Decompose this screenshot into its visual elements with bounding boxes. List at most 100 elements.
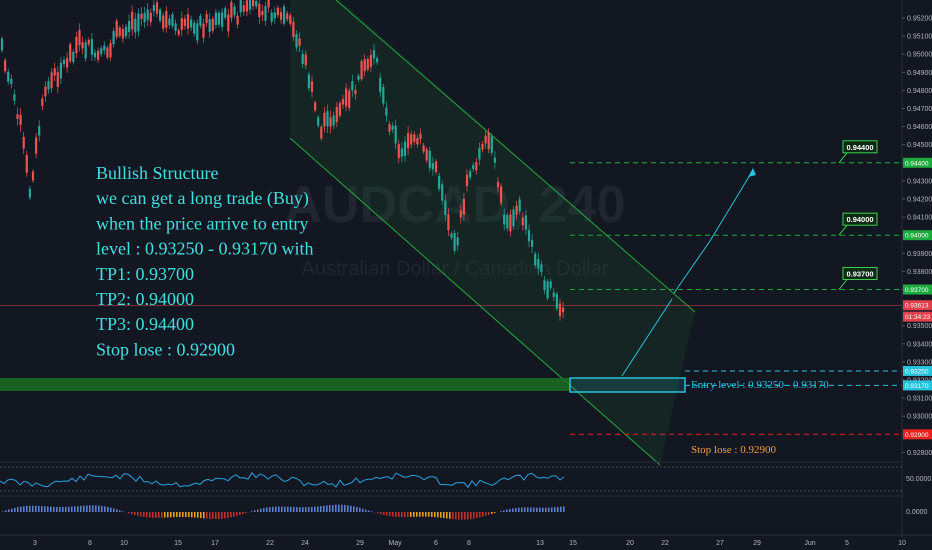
histogram-bar xyxy=(242,512,244,515)
annotation-line: TP3: 0.94400 xyxy=(96,314,194,334)
histogram-bar xyxy=(317,506,319,512)
histogram-bar xyxy=(530,507,532,512)
candle-body xyxy=(438,175,441,189)
price-tag xyxy=(903,157,932,168)
price-tick-label: 0.94100 xyxy=(907,215,932,222)
candle-body xyxy=(41,98,44,106)
histogram-bar xyxy=(101,505,103,512)
histogram-bar xyxy=(305,507,307,512)
price-tick-label: 0.93800 xyxy=(907,269,932,276)
price-tag-label: 0.93250 xyxy=(905,368,929,375)
histogram-bar xyxy=(98,505,100,512)
candle-body xyxy=(490,136,493,153)
candle-body xyxy=(524,215,527,230)
histogram-bar xyxy=(386,512,388,516)
target-label-box xyxy=(842,212,878,226)
candle-body xyxy=(248,0,252,10)
candle-body xyxy=(124,26,128,37)
candle-body xyxy=(453,233,456,251)
price-tick-label: 0.95200 xyxy=(907,16,932,23)
price-tag xyxy=(903,429,932,440)
histogram-bar xyxy=(548,507,550,512)
time-axis[interactable]: 3 8 10 15 17 22 24 29 May 6 8 13 15 20 22 27 29 Jun 5 10 xyxy=(33,540,906,547)
candle-body xyxy=(447,213,450,231)
price-tick-label: 0.95000 xyxy=(907,52,932,59)
candle-body xyxy=(329,117,332,127)
histogram-bar xyxy=(272,506,274,512)
histogram-bar xyxy=(554,507,556,512)
candle-body xyxy=(531,240,534,247)
histogram-bar xyxy=(401,512,403,518)
candle-body xyxy=(407,133,410,149)
price-tick-label: 0.93500 xyxy=(907,323,932,330)
candle-body xyxy=(162,15,165,29)
candle-body xyxy=(217,12,221,25)
time-tick-label: 22 xyxy=(661,540,669,547)
candle-body xyxy=(444,200,447,216)
histogram-bar xyxy=(74,506,76,512)
price-tag xyxy=(903,311,932,322)
candle-body xyxy=(7,71,10,82)
histogram-bar xyxy=(353,506,355,512)
histogram-bar xyxy=(212,512,214,519)
target-label: 0.93700 xyxy=(846,270,873,279)
candle-body xyxy=(500,186,503,204)
time-tick-label: 27 xyxy=(716,540,724,547)
entry-zone-band xyxy=(0,378,570,391)
target-label: 0.94000 xyxy=(846,215,873,224)
histogram-bar xyxy=(197,512,199,518)
histogram-bar xyxy=(482,512,484,517)
candle-body xyxy=(332,115,335,126)
candle-body xyxy=(214,12,217,25)
candle-body xyxy=(400,148,403,157)
price-tick-label: 0.93900 xyxy=(907,251,932,258)
histogram-bar xyxy=(308,507,310,512)
candle-body xyxy=(93,52,97,58)
candle-body xyxy=(78,29,81,46)
candle-body xyxy=(515,205,518,215)
annotation-line: when the price arrive to entry xyxy=(96,213,308,233)
candle-body xyxy=(50,72,53,89)
candle-body xyxy=(13,94,16,101)
candle-body xyxy=(527,230,531,242)
histogram-bar xyxy=(458,512,460,520)
candle-body xyxy=(338,102,341,116)
candle-body xyxy=(419,133,422,140)
histogram-bar xyxy=(329,505,331,512)
histogram-bar xyxy=(80,505,82,512)
candle-body xyxy=(183,18,186,26)
histogram-bar xyxy=(449,512,451,519)
candle-body xyxy=(180,18,183,30)
histogram-bar xyxy=(488,512,490,515)
histogram-bar xyxy=(380,512,382,515)
histogram-bar xyxy=(440,512,442,518)
trade-annotation: Bullish Structure we can get a long trade… xyxy=(96,163,313,359)
candle-body xyxy=(441,184,444,201)
candle-body xyxy=(103,45,106,51)
candle-body xyxy=(552,292,555,297)
histogram-bar xyxy=(260,508,262,512)
histogram-bar xyxy=(137,512,139,516)
candle-body xyxy=(270,12,273,22)
candle-body xyxy=(112,31,115,45)
histogram-bar xyxy=(143,512,145,517)
price-tag xyxy=(903,230,932,241)
candle-body xyxy=(462,198,465,215)
candle-body xyxy=(134,18,137,33)
candle-body xyxy=(159,9,162,21)
price-tick-label: 0.94500 xyxy=(907,142,932,149)
candle-body xyxy=(410,134,413,145)
candle-body xyxy=(376,58,379,63)
histogram-bar xyxy=(542,507,544,512)
candle-body xyxy=(100,48,103,55)
candle-body xyxy=(10,78,13,85)
candle-body xyxy=(16,114,19,119)
candle-body xyxy=(267,0,270,8)
histogram-bar xyxy=(290,506,292,512)
candle-body xyxy=(224,8,227,18)
candle-body xyxy=(199,15,202,26)
histogram-bar xyxy=(332,504,334,512)
histogram-bar xyxy=(479,512,481,518)
candle-body xyxy=(193,22,196,34)
